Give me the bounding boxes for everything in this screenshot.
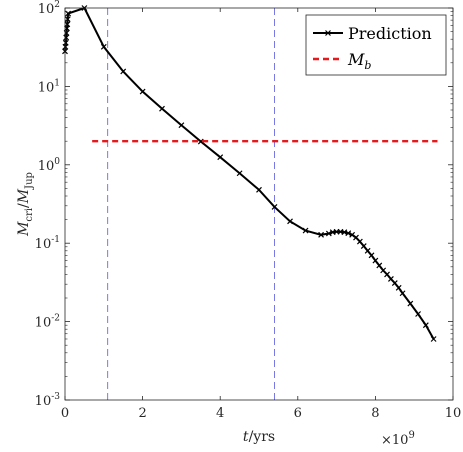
series-0-marker-18 [256,186,262,193]
series-0-marker-40 [391,280,398,287]
legend-mb-label: Mb [347,50,371,72]
x-tick-label-2: 4 [216,406,224,421]
y-tick-label-3: 100 [38,157,61,174]
x-tick-label-4: 8 [371,406,379,421]
series-0-marker-11 [120,68,127,75]
series-0-marker-10 [100,43,107,50]
series-0-marker-44 [415,311,422,317]
series-0-marker-46 [430,336,437,342]
series-0-marker-42 [399,290,406,297]
x-exponent-label: ×109 [381,430,415,448]
series-0-marker-15 [197,138,204,145]
series-0-marker-6 [64,21,71,28]
series-0-marker-23 [325,230,332,237]
axes-box [64,7,454,401]
series-0-marker-31 [356,238,363,245]
series-0-marker-41 [395,284,402,291]
series-0-marker-34 [368,252,375,259]
y-tick-label-2: 10-1 [35,235,60,252]
series-0-marker-14 [178,122,185,129]
series-0-marker-43 [407,300,414,307]
series-0-marker-13 [159,105,165,112]
x-tick-label-3: 6 [294,406,302,421]
y-tick-label-0: 10-3 [35,392,61,409]
x-tick-label-0: 0 [61,406,69,421]
y-tick-label-5: 102 [38,0,60,17]
series-0-marker-19 [271,204,278,210]
y-tick-label-1: 10-2 [35,314,60,331]
axes: 0 2 4 6 8 10 10-3 10-2 10-1 100 101 102 [35,0,462,421]
series-0-marker-2 [62,39,69,46]
series-0-marker-16 [217,154,224,161]
x-tick-label-5: 10 [445,406,462,421]
legend-prediction-label: Prediction [348,24,432,43]
series-0-marker-22 [318,231,325,238]
series-0-marker-17 [236,170,243,177]
series-0-marker-20 [287,218,293,225]
series-0-marker-29 [349,231,356,238]
legend-box [305,14,447,76]
series-0-marker-38 [384,271,390,278]
series-0-marker-32 [360,243,367,249]
legend: Prediction Mb [305,14,447,76]
series-0-marker-33 [364,247,371,254]
legend-prediction-marker [325,30,331,36]
x-axis-label: t/yrs [243,429,275,445]
series-0-marker-36 [376,262,383,269]
series-0-marker-7 [64,16,71,23]
y-tick-label-4: 101 [38,78,60,95]
series-layer [62,5,438,342]
series-0-marker-21 [302,227,309,234]
series-0-marker-35 [372,257,379,264]
y-axis-label: Mcri/MJup [16,172,35,237]
series-0-marker-12 [139,88,146,95]
series-0-marker-28 [345,230,352,237]
x-tick-label-1: 2 [138,406,146,421]
series-0-marker-45 [422,322,429,329]
